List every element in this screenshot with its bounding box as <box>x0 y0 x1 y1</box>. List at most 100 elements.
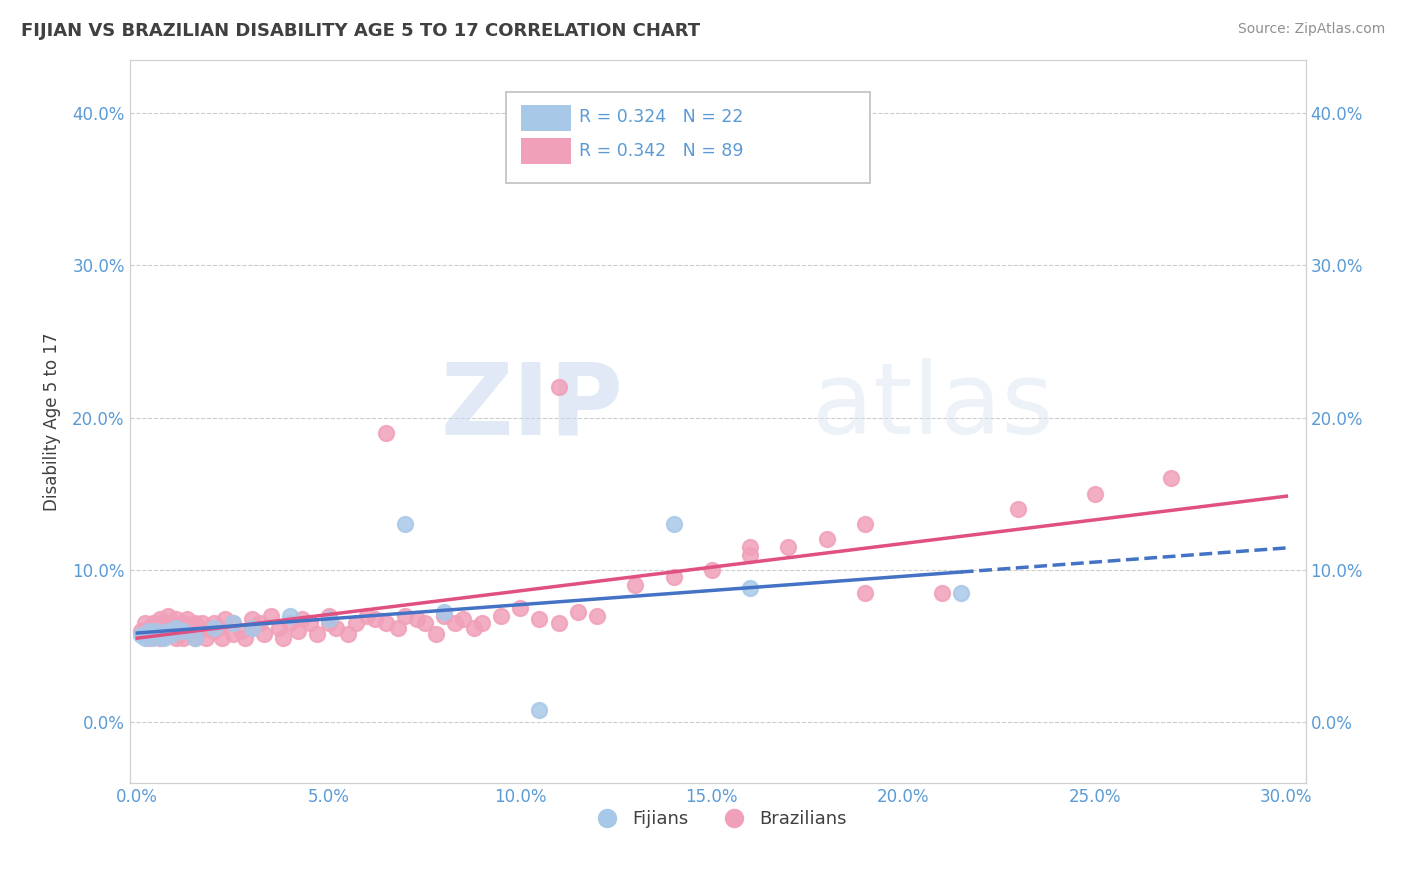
Point <box>318 611 340 625</box>
Point <box>1084 486 1107 500</box>
Point <box>142 632 165 646</box>
Point <box>222 616 245 631</box>
Point <box>191 616 214 631</box>
Point <box>138 624 160 638</box>
Point <box>138 632 160 646</box>
Point <box>160 624 183 638</box>
Point <box>318 608 340 623</box>
Point <box>165 621 187 635</box>
Point <box>198 621 221 635</box>
Point <box>176 624 198 638</box>
Point <box>169 624 191 638</box>
Point <box>509 600 531 615</box>
Point <box>134 632 156 646</box>
Point <box>394 608 416 623</box>
Point <box>280 608 302 623</box>
Point <box>433 608 456 623</box>
Point <box>405 611 427 625</box>
Point <box>214 611 236 625</box>
Point <box>138 621 160 635</box>
Point <box>662 570 685 584</box>
Point <box>547 380 569 394</box>
Point <box>624 578 647 592</box>
Point <box>134 616 156 631</box>
Point <box>815 533 838 547</box>
Text: FIJIAN VS BRAZILIAN DISABILITY AGE 5 TO 17 CORRELATION CHART: FIJIAN VS BRAZILIAN DISABILITY AGE 5 TO … <box>21 22 700 40</box>
Point <box>853 585 876 599</box>
Point <box>451 611 474 625</box>
Point <box>207 621 229 635</box>
Y-axis label: Disability Age 5 to 17: Disability Age 5 to 17 <box>44 332 60 510</box>
Point <box>949 585 972 599</box>
Point <box>1160 471 1182 485</box>
Point <box>740 581 762 595</box>
Point <box>375 616 398 631</box>
Point <box>160 616 183 631</box>
Point <box>142 616 165 631</box>
Point <box>471 616 494 631</box>
Point <box>364 611 387 625</box>
Point <box>1007 502 1029 516</box>
Text: R = 0.324   N = 22: R = 0.324 N = 22 <box>579 109 744 127</box>
Point <box>172 616 194 631</box>
Point <box>165 632 187 646</box>
Point <box>165 611 187 625</box>
Point <box>291 611 314 625</box>
Point <box>287 624 309 638</box>
Point <box>145 616 167 631</box>
Point <box>129 628 152 642</box>
Point <box>211 632 233 646</box>
Point <box>425 627 447 641</box>
Point <box>145 624 167 638</box>
Point <box>195 632 218 646</box>
Text: R = 0.342   N = 89: R = 0.342 N = 89 <box>579 143 744 161</box>
Point <box>129 624 152 638</box>
Point <box>529 611 551 625</box>
FancyBboxPatch shape <box>522 105 571 131</box>
Point <box>253 627 276 641</box>
Point <box>156 624 179 638</box>
Point <box>222 616 245 631</box>
Text: ZIP: ZIP <box>440 359 623 455</box>
Point <box>172 632 194 646</box>
Point <box>463 621 485 635</box>
Point <box>240 621 263 635</box>
Point <box>325 621 347 635</box>
Point <box>280 616 302 631</box>
Point <box>187 624 209 638</box>
Point <box>202 624 225 638</box>
Point <box>700 563 723 577</box>
Point <box>183 616 205 631</box>
Point <box>240 621 263 635</box>
Point <box>318 616 340 631</box>
Point <box>134 627 156 641</box>
Point <box>229 624 252 638</box>
Point <box>740 540 762 554</box>
Point <box>149 627 172 641</box>
Point <box>567 606 589 620</box>
Point <box>778 540 800 554</box>
Point <box>202 621 225 635</box>
Point <box>387 621 409 635</box>
Point <box>249 616 271 631</box>
Point <box>489 608 512 623</box>
Point <box>142 627 165 641</box>
Point <box>298 616 321 631</box>
Point <box>853 517 876 532</box>
FancyBboxPatch shape <box>522 138 571 164</box>
Point <box>153 624 176 638</box>
Text: Source: ZipAtlas.com: Source: ZipAtlas.com <box>1237 22 1385 37</box>
Point <box>149 632 172 646</box>
Point <box>183 632 205 646</box>
Point <box>444 616 467 631</box>
Point <box>586 608 609 623</box>
Point <box>180 627 202 641</box>
Point <box>547 616 569 631</box>
Point <box>153 632 176 646</box>
Point <box>233 632 256 646</box>
Point <box>240 611 263 625</box>
Point <box>202 616 225 631</box>
Point <box>375 425 398 440</box>
Point <box>356 608 378 623</box>
Point <box>307 627 329 641</box>
